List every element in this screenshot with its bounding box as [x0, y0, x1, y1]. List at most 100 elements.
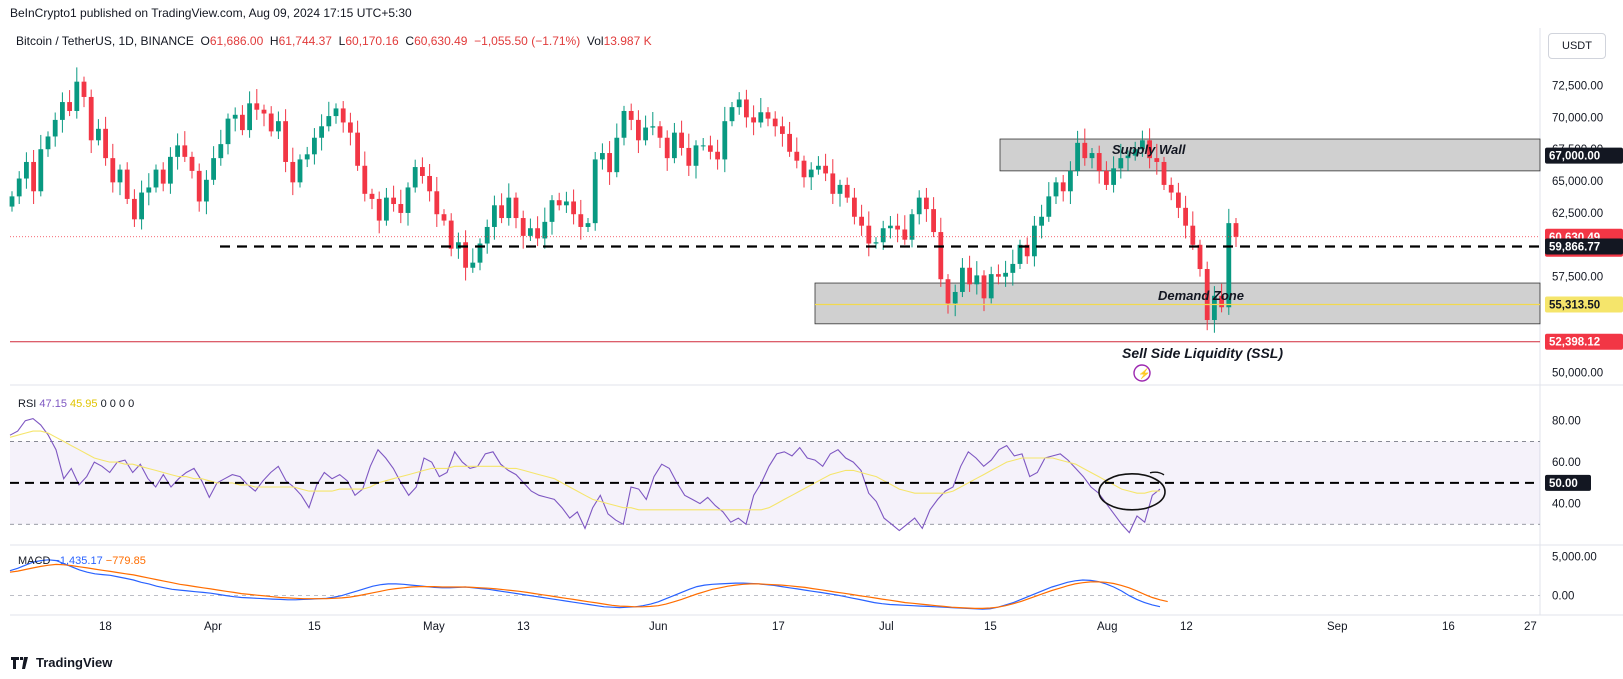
- candle-body: [132, 198, 137, 220]
- candle-body: [218, 144, 224, 159]
- time-tick-label: 16: [1442, 621, 1455, 633]
- candle-body: [564, 201, 569, 206]
- candle-body: [304, 154, 310, 160]
- price-label: 52,398.12: [1549, 337, 1600, 349]
- candle-body: [290, 161, 296, 183]
- candle-body: [549, 200, 555, 222]
- price-axis[interactable]: 72,500.0070,000.0067,500.0065,000.0062,5…: [1545, 80, 1623, 603]
- candle-body: [362, 165, 368, 194]
- candle-body: [621, 110, 627, 138]
- time-tick-label: 15: [984, 621, 997, 633]
- tradingview-logo-icon: [11, 656, 28, 669]
- vol-label: Vol: [586, 34, 604, 48]
- candle-body: [1017, 244, 1023, 264]
- price-annotations: Supply Wall Demand Zone Sell Side Liquidit…: [10, 142, 1540, 382]
- close-value: 60,630.49: [414, 34, 468, 48]
- candle-body: [924, 197, 929, 210]
- time-axis[interactable]: 18 Apr 15 May 13 Jun 17 Jul 15 Aug 12 Sep 16 27: [99, 621, 1537, 633]
- open-label: O: [200, 34, 210, 48]
- price-label: 55,313.50: [1549, 300, 1600, 312]
- candle-body: [744, 99, 749, 118]
- high-label: H: [269, 34, 279, 48]
- candle-body: [967, 267, 972, 285]
- tradingview-logo-text: TradingView: [36, 655, 113, 670]
- time-tick-label: 12: [1180, 621, 1193, 633]
- candle-body: [513, 197, 519, 219]
- candle-body: [225, 118, 231, 145]
- candle-body: [312, 137, 317, 155]
- candle-body: [247, 103, 252, 131]
- candle-body: [952, 291, 958, 304]
- candle-body: [1183, 207, 1188, 226]
- candle-body: [1154, 158, 1160, 162]
- candle-body: [319, 126, 324, 138]
- candle-body: [1082, 142, 1088, 159]
- candle-body: [110, 158, 116, 183]
- candle-body: [844, 184, 850, 198]
- time-tick-label: 13: [517, 621, 530, 633]
- demand-zone-label: Demand Zone: [1158, 288, 1244, 303]
- symbol-name[interactable]: Bitcoin / TetherUS, 1D, BINANCE: [16, 34, 194, 48]
- candle-body: [988, 274, 994, 299]
- price-label: 67,000.00: [1549, 151, 1600, 163]
- candle-body: [81, 81, 87, 97]
- candle-body: [938, 232, 944, 280]
- candle-body: [873, 242, 879, 244]
- rsi-legend-rest: 0 0 0 0: [100, 398, 135, 410]
- candle-body: [700, 145, 706, 147]
- candle-body: [1068, 170, 1073, 192]
- candle-body: [448, 220, 454, 249]
- candle-body: [355, 132, 360, 166]
- candle-body: [816, 165, 821, 170]
- candle-body: [240, 114, 245, 131]
- candle-body: [88, 96, 94, 141]
- low-label: L: [338, 34, 346, 48]
- candle-body: [866, 225, 872, 244]
- candle-body: [1140, 140, 1145, 150]
- candle-body: [1032, 225, 1037, 257]
- candle-body: [1060, 182, 1066, 192]
- currency-button[interactable]: USDT: [1548, 33, 1606, 59]
- time-tick-label: 27: [1524, 621, 1537, 633]
- time-tick-label: May: [423, 621, 445, 633]
- candle-body: [168, 156, 173, 184]
- candle-body: [182, 145, 188, 157]
- candle-body: [1147, 140, 1152, 159]
- candle-body: [931, 209, 936, 233]
- time-tick-label: 18: [99, 621, 112, 633]
- candle-body: [909, 214, 915, 240]
- candle-body: [981, 275, 987, 299]
- candle-body: [1096, 153, 1102, 171]
- candle-body: [398, 204, 404, 213]
- time-tick-label: Apr: [204, 621, 222, 633]
- candle-body: [801, 160, 807, 178]
- candle-body: [391, 197, 396, 205]
- rsi-arrow-marker: [1149, 471, 1165, 476]
- candle-body: [261, 109, 267, 114]
- candle-body: [758, 112, 764, 123]
- price-label-box: [1545, 296, 1623, 313]
- candle-body: [578, 214, 584, 227]
- open-value: 61,686.00: [209, 34, 264, 48]
- candle-body: [996, 274, 1001, 277]
- time-tick-label: Aug: [1097, 621, 1117, 633]
- candle-body: [585, 223, 591, 227]
- vol-value: 13.987 K: [603, 34, 652, 48]
- change-value: −1,055.50 (−1.71%): [474, 34, 581, 48]
- candle-body: [463, 242, 468, 268]
- macd-legend-name: MACD: [18, 555, 51, 567]
- candle-body: [528, 228, 533, 236]
- candle-body: [103, 128, 108, 159]
- candle-body: [888, 225, 893, 229]
- candle-body: [715, 151, 720, 160]
- candle-body: [45, 136, 51, 150]
- candle-body: [772, 118, 778, 127]
- candle-body: [916, 197, 922, 215]
- candle-body: [1104, 170, 1109, 185]
- candle-body: [1212, 295, 1217, 320]
- tradingview-logo[interactable]: TradingView: [10, 655, 112, 670]
- candle-body: [492, 205, 497, 227]
- rsi-pane: [9, 417, 1540, 534]
- time-tick-label: Jun: [649, 621, 668, 633]
